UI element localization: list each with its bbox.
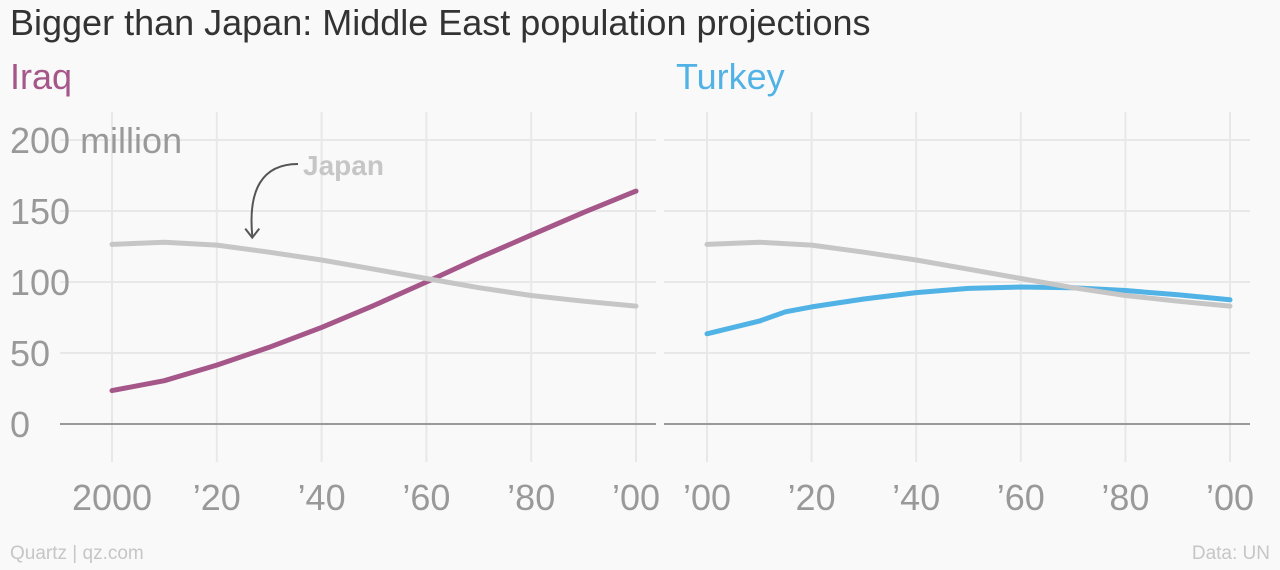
series-line-turkey-japan [704,239,1233,309]
series-line-iraq-japan [109,239,639,309]
x-tick-label-iraq-3: ’60 [402,477,450,518]
panel-title-iraq: Iraq [10,56,73,97]
y-tick-label-3: 150 [10,191,70,232]
x-tick-label-iraq-0: 2000 [72,477,152,518]
y-tick-label-2: 100 [10,262,70,303]
source-label: Quartz | qz.com [10,543,144,564]
series-line-turkey-turkey [704,284,1233,337]
x-tick-label-turkey-0: ’00 [683,477,731,518]
annotation-japan-label: Japan [303,150,384,181]
y-tick-label-0: 0 [10,404,30,445]
annotation-arrow [250,163,299,236]
x-tick-label-turkey-1: ’20 [788,477,836,518]
panel-title-turkey: Turkey [676,56,785,97]
y-tick-label-4: 200 million [10,120,182,161]
chart-title: Bigger than Japan: Middle East populatio… [10,2,871,43]
x-tick-label-iraq-4: ’80 [507,477,555,518]
x-tick-label-turkey-5: ’00 [1206,477,1254,518]
x-tick-label-turkey-3: ’60 [997,477,1045,518]
series-line-iraq-iraq [109,188,639,394]
data-credit: Data: UN [1191,543,1270,564]
y-tick-label-1: 50 [10,333,50,374]
x-tick-label-iraq-5: ’00 [612,477,660,518]
annotation-arrowhead [244,228,261,240]
x-tick-label-iraq-1: ’20 [193,477,241,518]
x-tick-label-iraq-2: ’40 [298,477,346,518]
x-tick-label-turkey-4: ’80 [1101,477,1149,518]
x-tick-label-turkey-2: ’40 [892,477,940,518]
